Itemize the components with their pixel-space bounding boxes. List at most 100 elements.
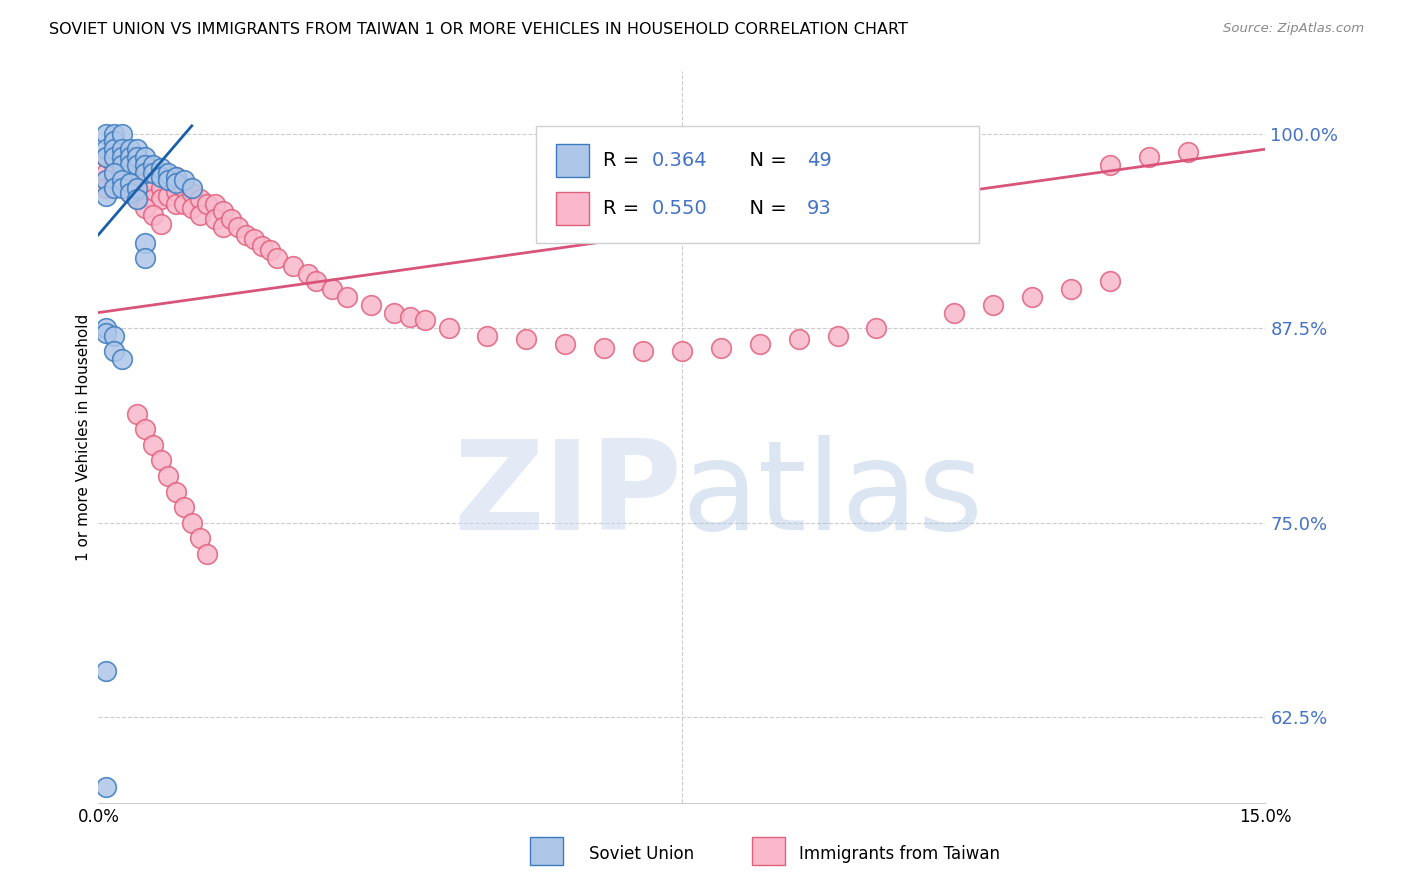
Point [554, 336, 576, 351]
Point [173, 181, 195, 195]
Point [111, 173, 134, 187]
Point [165, 177, 187, 191]
Y-axis label: 1 or more Vehicles in Household: 1 or more Vehicles in Household [76, 313, 91, 561]
Point [149, 217, 172, 231]
Point [165, 170, 187, 185]
Text: 49: 49 [807, 151, 831, 170]
Point [118, 186, 141, 200]
Text: atlas: atlas [682, 435, 984, 556]
Point [96, 127, 118, 141]
Text: 0.364: 0.364 [651, 151, 707, 170]
Point [477, 329, 499, 343]
Point [103, 127, 125, 141]
Point [118, 165, 141, 179]
Text: N =: N = [737, 200, 793, 219]
Point [157, 469, 180, 483]
Text: 93: 93 [807, 200, 831, 219]
Point [111, 352, 134, 367]
Point [413, 313, 436, 327]
Point [103, 142, 125, 156]
Point [195, 547, 218, 561]
Point [111, 127, 134, 141]
Point [103, 135, 125, 149]
Text: Source: ZipAtlas.com: Source: ZipAtlas.com [1223, 22, 1364, 36]
Point [157, 165, 180, 179]
Point [96, 173, 118, 187]
Point [188, 192, 211, 206]
Point [165, 170, 187, 185]
Point [188, 208, 211, 222]
Point [180, 181, 202, 195]
Point [111, 181, 134, 195]
Point [157, 173, 180, 187]
Point [96, 165, 118, 179]
Point [127, 192, 149, 206]
Point [157, 173, 180, 187]
Point [305, 275, 328, 289]
Point [111, 150, 134, 164]
Point [127, 154, 149, 169]
Point [219, 212, 242, 227]
Point [111, 177, 134, 191]
Point [149, 165, 172, 179]
Point [134, 235, 156, 250]
Point [103, 181, 125, 195]
Point [134, 422, 156, 436]
Point [111, 154, 134, 169]
Point [96, 150, 118, 164]
Point [111, 142, 134, 156]
Point [173, 196, 195, 211]
Point [118, 142, 141, 156]
Point [96, 181, 118, 195]
Point [142, 158, 165, 172]
Text: R =: R = [603, 200, 645, 219]
Point [228, 219, 250, 234]
Point [103, 329, 125, 343]
Point [827, 329, 849, 343]
Point [142, 165, 165, 179]
Point [134, 158, 156, 172]
Point [118, 177, 141, 191]
Point [96, 321, 118, 335]
Point [134, 161, 156, 175]
Point [297, 267, 319, 281]
Point [865, 321, 887, 335]
Point [180, 186, 202, 200]
Text: R =: R = [603, 151, 645, 170]
Point [149, 161, 172, 175]
Point [243, 232, 266, 246]
Point [111, 142, 134, 156]
Point [1137, 150, 1160, 164]
Point [127, 142, 149, 156]
Point [96, 780, 118, 795]
Point [321, 282, 343, 296]
Text: SOVIET UNION VS IMMIGRANTS FROM TAIWAN 1 OR MORE VEHICLES IN HOUSEHOLD CORRELATI: SOVIET UNION VS IMMIGRANTS FROM TAIWAN 1… [49, 22, 908, 37]
Point [1177, 145, 1199, 160]
Point [111, 177, 134, 191]
Point [96, 664, 118, 678]
Point [382, 305, 405, 319]
Point [188, 531, 211, 545]
Point [671, 344, 693, 359]
Point [180, 202, 202, 216]
Point [165, 484, 187, 499]
Point [204, 196, 226, 211]
Point [142, 208, 165, 222]
Point [149, 170, 172, 185]
Point [127, 407, 149, 421]
Point [204, 212, 226, 227]
Bar [555, 145, 589, 177]
Point [398, 310, 420, 325]
Point [710, 342, 733, 356]
Bar [752, 838, 785, 865]
Point [259, 244, 281, 258]
Point [149, 192, 172, 206]
Point [1060, 282, 1083, 296]
Point [142, 438, 165, 452]
Bar [530, 838, 562, 865]
Text: Soviet Union: Soviet Union [589, 845, 693, 863]
Point [111, 165, 134, 179]
Point [134, 150, 156, 164]
Point [149, 453, 172, 467]
Point [142, 192, 165, 206]
